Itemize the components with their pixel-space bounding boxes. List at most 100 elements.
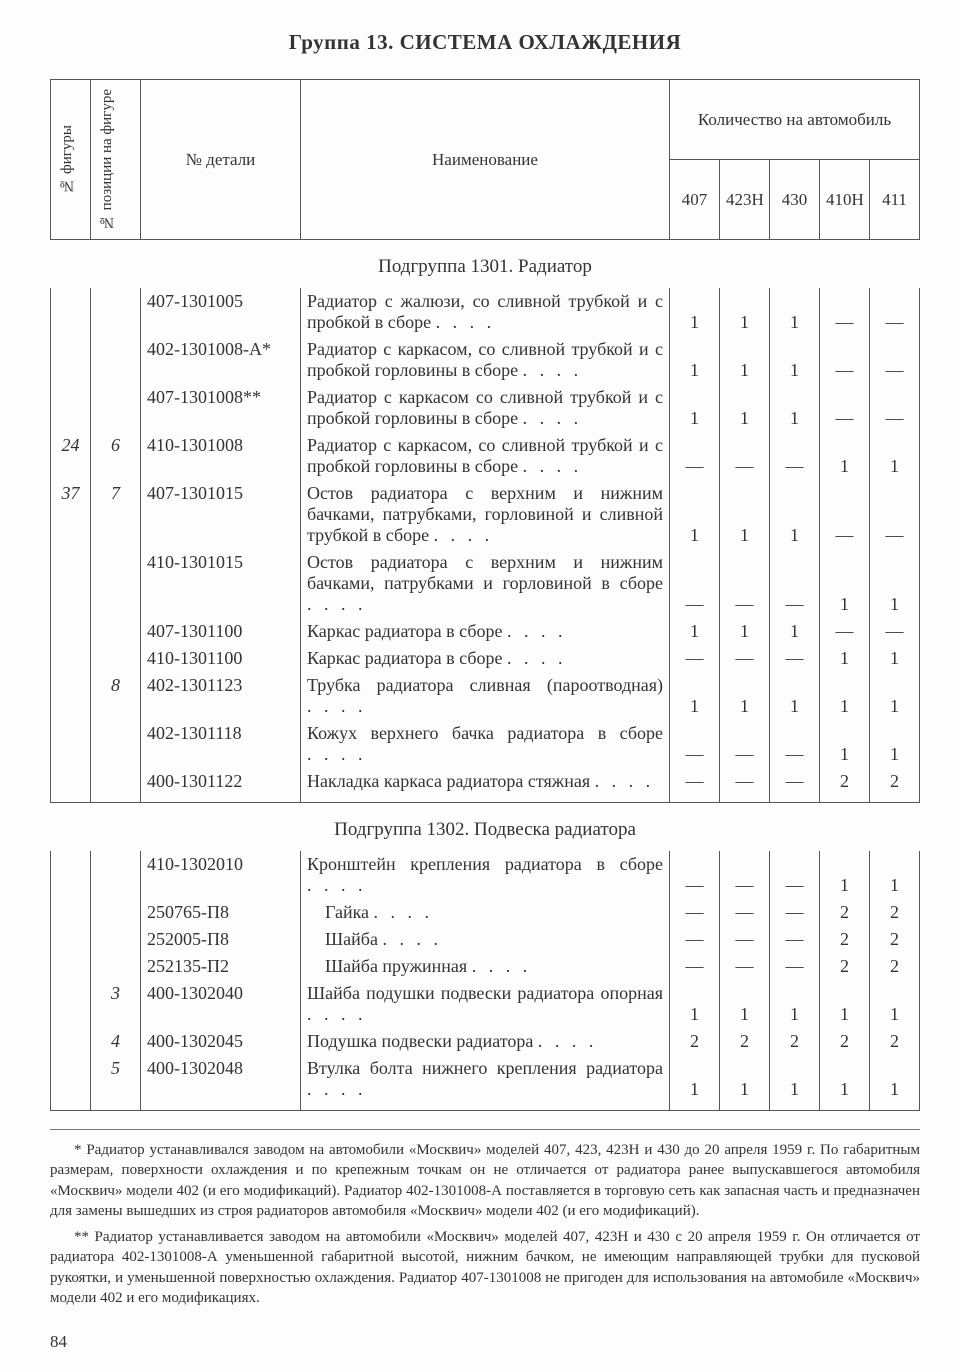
table-row: 402-1301008-А*Радиатор с каркасом, со сл… — [51, 336, 920, 384]
cell-fig — [51, 980, 91, 1028]
col-model: 410Н — [820, 160, 870, 240]
footnotes: * Радиатор устанавливался заводом на авт… — [50, 1129, 920, 1308]
cell-part: 407-1301015 — [141, 480, 301, 549]
leader-dots: . . . . — [507, 648, 567, 669]
cell-qty: 2 — [820, 899, 870, 926]
cell-qty: — — [770, 926, 820, 953]
cell-qty: — — [820, 336, 870, 384]
cell-name: Кронштейн крепления радиатора в сборе . … — [301, 851, 670, 899]
leader-dots: . . . . — [523, 456, 583, 477]
cell-qty: — — [720, 926, 770, 953]
cell-qty: 2 — [770, 1028, 820, 1055]
table-row: 407-1301100Каркас радиатора в сборе . . … — [51, 618, 920, 645]
cell-qty: 1 — [720, 618, 770, 645]
cell-qty: 1 — [770, 1055, 820, 1111]
cell-qty: — — [870, 618, 920, 645]
cell-part: 407-1301008** — [141, 384, 301, 432]
table-row: 5400-1302048Втулка болта нижнего креплен… — [51, 1055, 920, 1111]
cell-name: Радиатор с жалюзи, со сливной трубкой и … — [301, 288, 670, 336]
cell-qty: — — [820, 480, 870, 549]
cell-qty: 2 — [720, 1028, 770, 1055]
table-row: 8402-1301123Трубка радиатора сливная (па… — [51, 672, 920, 720]
col-qty-group: Количество на автомобиль — [670, 80, 920, 160]
leader-dots: . . . . — [307, 1004, 367, 1025]
col-model: 430 — [770, 160, 820, 240]
cell-qty: 1 — [870, 1055, 920, 1111]
leader-dots: . . . . — [307, 696, 367, 717]
cell-qty: — — [720, 899, 770, 926]
col-name: Наименование — [301, 80, 670, 240]
col-pos: № позиции на фигуре — [97, 83, 118, 236]
cell-qty: — — [670, 768, 720, 803]
cell-pos — [91, 926, 141, 953]
cell-qty: 1 — [720, 672, 770, 720]
col-model: 411 — [870, 160, 920, 240]
cell-qty: 1 — [720, 288, 770, 336]
cell-pos: 3 — [91, 980, 141, 1028]
cell-pos — [91, 720, 141, 768]
cell-qty: 1 — [820, 672, 870, 720]
cell-fig — [51, 336, 91, 384]
cell-pos: 4 — [91, 1028, 141, 1055]
cell-name: Втулка болта нижнего крепления радиатора… — [301, 1055, 670, 1111]
leader-dots: . . . . — [307, 875, 367, 896]
table-row: 400-1301122Накладка каркаса радиатора ст… — [51, 768, 920, 803]
cell-fig — [51, 384, 91, 432]
cell-qty: 1 — [720, 480, 770, 549]
cell-part: 250765-П8 — [141, 899, 301, 926]
cell-qty: 1 — [770, 384, 820, 432]
leader-dots: . . . . — [307, 1079, 367, 1100]
cell-qty: 1 — [770, 336, 820, 384]
cell-qty: 1 — [670, 618, 720, 645]
cell-qty: — — [670, 549, 720, 618]
cell-fig — [51, 288, 91, 336]
table-row: 410-1302010Кронштейн крепления радиатора… — [51, 851, 920, 899]
cell-qty: — — [770, 851, 820, 899]
cell-pos: 7 — [91, 480, 141, 549]
page-title: Группа 13. СИСТЕМА ОХЛАЖДЕНИЯ — [50, 30, 920, 55]
cell-qty: 1 — [820, 980, 870, 1028]
cell-qty: — — [770, 768, 820, 803]
cell-name: Остов радиатора с верхним и нижним бачка… — [301, 480, 670, 549]
cell-part: 400-1302048 — [141, 1055, 301, 1111]
cell-part: 402-1301123 — [141, 672, 301, 720]
cell-pos — [91, 618, 141, 645]
cell-qty: — — [870, 288, 920, 336]
cell-pos — [91, 288, 141, 336]
table-row: 407-1301008**Радиатор с каркасом со слив… — [51, 384, 920, 432]
leader-dots: . . . . — [436, 312, 496, 333]
cell-qty: — — [720, 851, 770, 899]
cell-pos: 5 — [91, 1055, 141, 1111]
cell-fig — [51, 953, 91, 980]
table-row: 377407-1301015Остов радиатора с верхним … — [51, 480, 920, 549]
cell-qty: 1 — [870, 720, 920, 768]
cell-fig — [51, 1055, 91, 1111]
cell-qty: 1 — [870, 980, 920, 1028]
cell-qty: — — [770, 899, 820, 926]
cell-name: Трубка радиатора сливная (пароотводная) … — [301, 672, 670, 720]
table-row: 250765-П8 Гайка . . . .———22 — [51, 899, 920, 926]
cell-part: 410-1301008 — [141, 432, 301, 480]
cell-qty: — — [720, 768, 770, 803]
cell-qty: 1 — [820, 1055, 870, 1111]
cell-qty: 1 — [720, 980, 770, 1028]
subgroup-title: Подгруппа 1302. Подвеска радиатора — [51, 803, 920, 852]
cell-part: 407-1301100 — [141, 618, 301, 645]
cell-part: 252135-П2 — [141, 953, 301, 980]
cell-fig — [51, 672, 91, 720]
cell-qty: — — [720, 432, 770, 480]
cell-qty: 1 — [870, 432, 920, 480]
cell-qty: — — [720, 645, 770, 672]
table-row: 252005-П8 Шайба . . . .———22 — [51, 926, 920, 953]
cell-part: 410-1301100 — [141, 645, 301, 672]
cell-qty: 1 — [770, 288, 820, 336]
cell-fig — [51, 851, 91, 899]
cell-name: Каркас радиатора в сборе . . . . — [301, 645, 670, 672]
cell-qty: 2 — [670, 1028, 720, 1055]
cell-fig — [51, 768, 91, 803]
cell-pos — [91, 549, 141, 618]
leader-dots: . . . . — [507, 621, 567, 642]
cell-qty: 1 — [670, 384, 720, 432]
leader-dots: . . . . — [538, 1031, 598, 1052]
cell-pos: 6 — [91, 432, 141, 480]
